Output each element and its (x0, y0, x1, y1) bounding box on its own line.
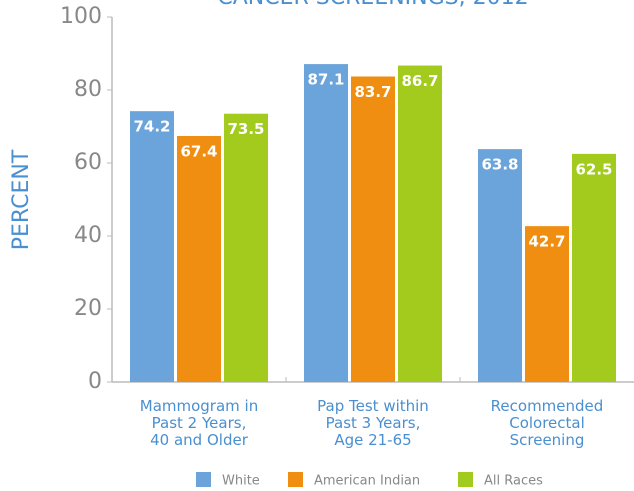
y-axis-label: PERCENT (9, 149, 34, 250)
legend-label: American Indian (314, 474, 420, 489)
y-tick-label: 40 (74, 223, 102, 248)
value-label: 62.5 (575, 160, 612, 178)
x-tick-label: Pap Test within Past 3 Years, Age 21-65 (317, 397, 429, 449)
legend-swatch (458, 472, 473, 487)
value-label: 83.7 (354, 83, 391, 101)
x-tick-label: Recommended Colorectal Screening (490, 397, 604, 449)
value-label: 87.1 (307, 71, 344, 89)
bar (177, 135, 221, 382)
bar (398, 65, 442, 383)
bar (351, 76, 395, 383)
value-label: 42.7 (528, 233, 565, 251)
y-tick-label: 60 (74, 150, 102, 175)
bar (572, 153, 616, 382)
value-label: 73.5 (227, 120, 264, 138)
bar (224, 113, 268, 382)
value-label: 63.8 (481, 156, 518, 174)
y-tick-label: 80 (74, 77, 102, 102)
legend-swatch (288, 472, 303, 487)
bar (130, 111, 174, 383)
bar (304, 64, 348, 383)
value-label: 67.4 (180, 142, 217, 160)
legend-label: White (222, 474, 260, 489)
legend-swatch (196, 472, 211, 487)
chart-title: CANCER SCREENINGS, 2012 (217, 0, 528, 10)
value-label: 74.2 (133, 118, 170, 136)
y-tick-label: 0 (88, 369, 102, 394)
x-tick-label: Mammogram in Past 2 Years, 40 and Older (139, 397, 259, 449)
bar (478, 149, 522, 382)
bar (525, 226, 569, 382)
y-tick-label: 100 (60, 4, 102, 29)
value-label: 86.7 (401, 72, 438, 90)
legend-label: All Races (484, 474, 543, 489)
y-tick-label: 20 (74, 296, 102, 321)
